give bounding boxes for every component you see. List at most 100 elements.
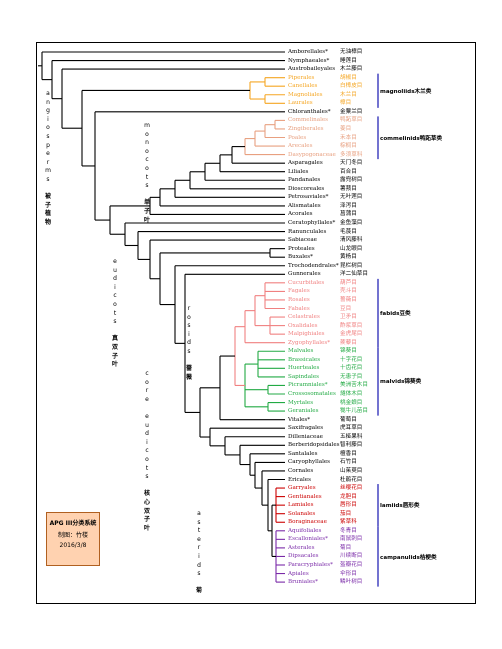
order-chinese-name: 毛茛目: [340, 228, 357, 235]
side-label-cn: 核: [143, 490, 150, 498]
side-label-letter: o: [187, 313, 191, 321]
order-row: Vitales* 葡萄目: [288, 416, 357, 424]
order-chinese-name: 山茱萸目: [340, 467, 363, 474]
order-chinese-name: 多须草科: [340, 151, 363, 158]
order-latin-name: Dilleniaceae: [288, 433, 323, 440]
order-row: Geraniales 牻牛儿苗目: [288, 407, 368, 415]
side-label-cn: 薇: [185, 373, 192, 381]
order-latin-name: Austrobaileyales: [288, 66, 336, 73]
order-chinese-name: 茄目: [340, 510, 352, 517]
order-latin-name: Boraginaceae: [288, 519, 327, 526]
side-label-letter: t: [145, 173, 149, 181]
order-chinese-name: 露兜树目: [340, 177, 363, 184]
order-row: Bruniales* 鳞叶树目: [288, 578, 362, 586]
order-latin-name: Piperales: [288, 74, 315, 81]
side-label-letter: t: [197, 527, 201, 535]
order-row: Nymphaeales* 睡莲目: [288, 57, 357, 65]
order-chinese-name: 丝缨花目: [340, 485, 363, 492]
order-latin-name: Petrosaviales*: [288, 194, 329, 201]
order-latin-name: Alismatales: [288, 202, 321, 209]
side-label-letter: [143, 404, 151, 413]
order-row: Arecales 棕榈目: [288, 142, 357, 150]
order-latin-name: Pandanales: [288, 177, 321, 184]
order-chinese-name: 棕榈目: [340, 143, 357, 150]
order-row: Gentianales 龙胆目: [288, 493, 357, 501]
side-label-letter: e: [113, 258, 117, 265]
order-row: Asparagales 天门冬目: [288, 159, 362, 167]
side-label-letter: a: [197, 510, 201, 517]
order-chinese-name: 冬青目: [340, 527, 357, 534]
order-row: Magnoliales 木兰目: [288, 91, 357, 99]
order-latin-name: Cucurbitales: [288, 279, 325, 286]
order-latin-name: Geraniales: [288, 408, 319, 415]
clade-bracket-label: lamiids唇形类: [380, 503, 420, 510]
order-chinese-name: 蔷薇目: [340, 296, 357, 303]
side-label-cn: 双: [111, 343, 118, 351]
side-label-cn: 真: [111, 335, 118, 343]
side-label-cn: 叶: [111, 361, 118, 369]
order-latin-name: Saxifragales: [288, 425, 324, 432]
order-chinese-name: 紫草科: [340, 519, 357, 526]
order-latin-name: Asparagales: [288, 160, 323, 167]
side-label-cn: 叶: [143, 524, 150, 532]
order-row: Malpighiales 金虎尾目: [288, 330, 362, 338]
side-label-cn: 植: [44, 210, 51, 218]
order-row: Dilleniaceae 五桠果科: [288, 433, 362, 441]
order-row: Paracryphiales* 盔瓣花目: [288, 561, 362, 569]
order-row: Trochodendrales*昆栏树目: [288, 262, 362, 270]
clade-bracket-label: commelinids鸭跖草类: [380, 135, 443, 142]
order-latin-name: Caryophyllales: [288, 459, 331, 466]
order-row: Asterales 菊目: [288, 544, 351, 552]
order-latin-name: Sapindales: [288, 373, 320, 380]
order-latin-name: Amborellales*: [288, 49, 328, 55]
order-row: Gunnerales 洋二仙草目: [288, 270, 368, 278]
order-chinese-name: 白樟皮目: [340, 83, 363, 90]
order-row: Canellales 白樟皮目: [288, 82, 362, 90]
order-chinese-name: 清风藤科: [340, 237, 363, 244]
legend-title: APG III分类系统: [49, 520, 97, 527]
order-row: Lamiales 唇形目: [288, 501, 357, 509]
order-latin-name: Vitales*: [288, 416, 311, 423]
order-chinese-name: 虎耳草目: [340, 425, 363, 432]
order-latin-name: Arecales: [288, 143, 313, 150]
side-label-letter: s: [145, 473, 149, 481]
side-label-letter: i: [47, 115, 49, 123]
order-latin-name: Lamiales: [288, 502, 314, 509]
order-row: Caryophyllales 石竹目: [288, 458, 357, 466]
order-chinese-name: 山龙眼目: [340, 245, 363, 252]
side-label-letter: e: [197, 535, 201, 543]
order-chinese-name: 龙胆目: [340, 493, 357, 500]
order-chinese-name: 杜鹃花目: [340, 476, 363, 483]
order-row: Dipsacales 川续断目: [288, 552, 362, 560]
side-label-letter: i: [188, 330, 190, 338]
order-latin-name: Solanales: [288, 510, 316, 517]
order-chinese-name: 桃金娘目: [340, 399, 363, 406]
side-label-cn: 心: [143, 498, 150, 506]
side-label-gap: [185, 357, 193, 366]
order-chinese-name: 天门冬目: [340, 160, 363, 167]
side-label-letter: o: [113, 300, 117, 308]
order-latin-name: Proteales: [288, 245, 315, 252]
side-label-letter: o: [145, 455, 149, 463]
clade-bracket-label: magnoliids木兰类: [380, 88, 432, 95]
order-row: Boraginaceae 紫草科: [288, 518, 357, 526]
side-label-letter: o: [145, 378, 149, 386]
order-latin-name: Poales: [288, 134, 307, 141]
order-row: Picramniales* 美洲苦木目: [288, 381, 368, 389]
side-label-letter: e: [145, 395, 149, 403]
order-chinese-name: 鳞叶树目: [340, 579, 363, 586]
order-latin-name: Aquifoliales: [288, 527, 322, 534]
order-latin-name: Gentianales: [288, 493, 322, 500]
side-label-letter: d: [187, 339, 191, 347]
side-label-cn: 菊: [195, 587, 202, 595]
order-row: Acorales 菖蒲目: [288, 210, 357, 218]
legend-box: APG III分类系统 制图：竹楼 2016/3/8: [46, 512, 100, 566]
order-row: Liliales 百合目: [288, 168, 357, 176]
order-row: Piperales 胡椒目: [288, 74, 357, 82]
order-latin-name: Paracryphiales*: [288, 562, 333, 568]
order-row: Petrosaviales* 无叶莲目: [288, 193, 362, 201]
order-row: Buxales* 黄杨目: [288, 253, 357, 261]
side-label-letter: u: [113, 266, 117, 274]
